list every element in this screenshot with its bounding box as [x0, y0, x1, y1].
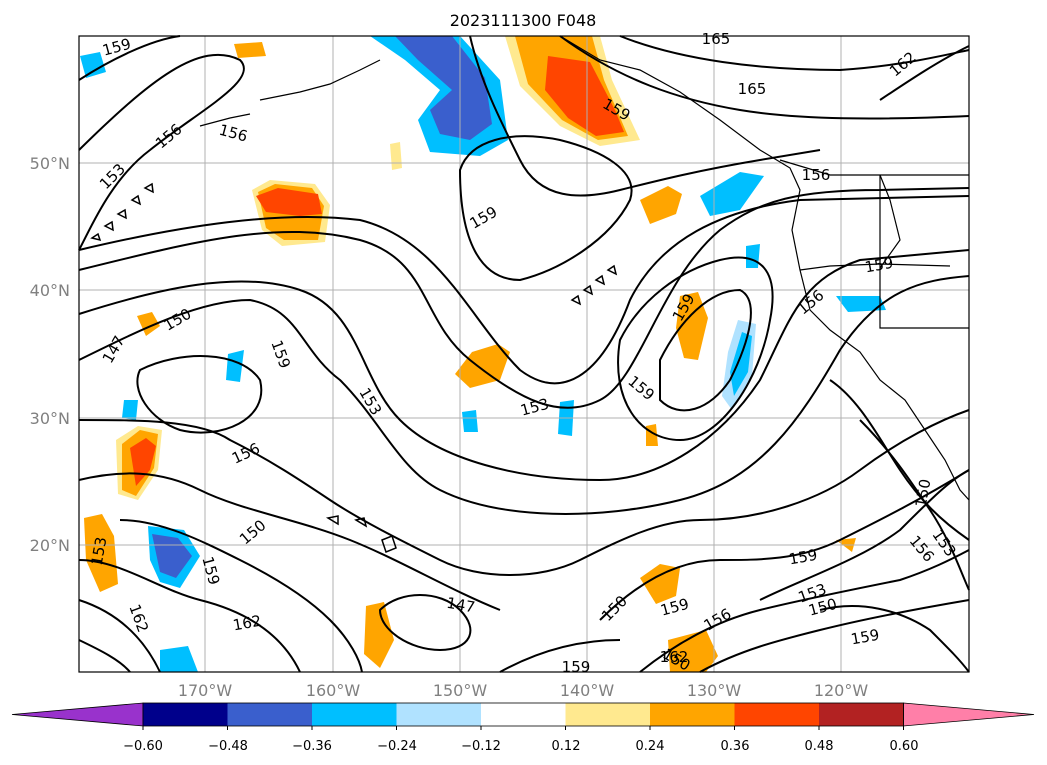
contour-label: 165	[738, 80, 767, 98]
colorbar-tick-label: −0.24	[377, 739, 417, 754]
lon-label: 120°W	[814, 681, 869, 700]
lat-label: 20°N	[30, 536, 70, 555]
colorbar-tick-label: 0.12	[552, 739, 581, 754]
lon-label: 150°W	[433, 681, 488, 700]
contour-label: 159	[849, 626, 880, 649]
colorbar-tick-label: 0.60	[890, 739, 919, 754]
colorbar-segment	[734, 703, 820, 726]
contour-label: 150	[912, 477, 935, 508]
colorbar-segment	[819, 703, 904, 726]
contour-label: 156	[802, 166, 831, 184]
colorbar-segment	[565, 703, 651, 726]
colorbar-segment	[312, 703, 397, 726]
lon-label: 130°W	[687, 681, 742, 700]
lon-label: 170°W	[178, 681, 233, 700]
colorbar-tick-label: −0.60	[123, 739, 163, 754]
colorbar-tick-labels: −0.60 −0.48 −0.36 −0.24 −0.12 0.12 0.24 …	[123, 739, 918, 754]
colorbar-segment	[396, 703, 482, 726]
colorbar-tick-label: 0.48	[805, 739, 834, 754]
contour-label: 159	[562, 658, 591, 676]
contour-label: 165	[702, 30, 731, 48]
colorbar-tick-label: −0.12	[461, 739, 501, 754]
contour-label: 159	[863, 254, 894, 277]
contour-label: 153	[88, 535, 111, 566]
contour-label: 162	[231, 612, 262, 635]
colorbar-segment	[227, 703, 313, 726]
lon-labels: 170°W 160°W 150°W 140°W 130°W 120°W	[178, 681, 869, 700]
colorbar-segment	[481, 703, 566, 726]
map-panel: 159 165 165 162 159 156 153 156 159 156 …	[78, 30, 970, 676]
colorbar-tick-label: 0.36	[721, 739, 750, 754]
colorbar-segment	[650, 703, 735, 726]
colorbar	[11, 702, 1035, 730]
colorbar-extend-max	[903, 702, 1035, 727]
colorbar-extend-min	[11, 702, 144, 727]
height-contours	[78, 35, 970, 673]
graticule	[79, 36, 969, 672]
colorbar-tick-label: −0.36	[292, 739, 332, 754]
contour-label: 159	[787, 546, 818, 569]
lat-labels: 50°N 40°N 30°N 20°N	[30, 154, 70, 555]
contour-label: 162	[660, 648, 689, 666]
lat-label: 50°N	[30, 154, 70, 173]
colorbar-tick-label: −0.48	[208, 739, 248, 754]
colorbar-segment	[143, 703, 228, 726]
lon-label: 160°W	[306, 681, 361, 700]
lon-label: 140°W	[560, 681, 615, 700]
contour-label: 147	[445, 594, 476, 617]
figure-title: 2023111300 F048	[450, 11, 597, 30]
lat-label: 40°N	[30, 281, 70, 300]
colorbar-outline	[142, 702, 904, 727]
colorbar-tick-label: 0.24	[636, 739, 665, 754]
lat-label: 30°N	[30, 409, 70, 428]
